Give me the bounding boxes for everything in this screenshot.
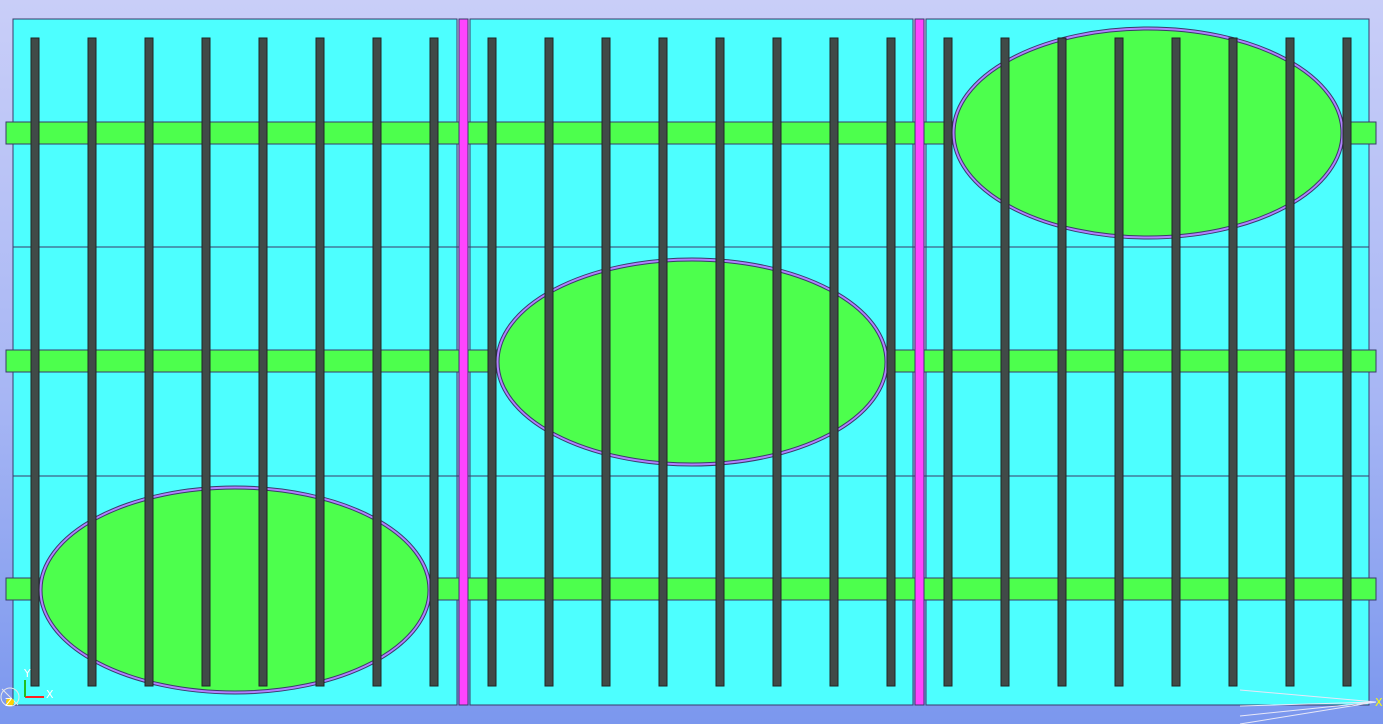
vertical-bar[interactable] <box>1342 37 1352 687</box>
vertical-bar[interactable] <box>943 37 953 687</box>
vertical-bar[interactable] <box>715 37 725 687</box>
bar-group <box>30 37 1352 687</box>
ellipse-patch-bottom-left-fill <box>41 488 429 692</box>
vertical-bar[interactable] <box>1285 37 1295 687</box>
axis-x-label: X <box>46 688 54 701</box>
vertical-bar[interactable] <box>1000 37 1010 687</box>
vertical-bar[interactable] <box>315 37 325 687</box>
axis-triad-right: X <box>1239 689 1383 724</box>
axis-y-label: Y <box>23 667 31 680</box>
vertical-bar[interactable] <box>886 37 896 687</box>
view-x-label: X <box>1375 696 1383 709</box>
vertical-bar[interactable] <box>144 37 154 687</box>
vertical-bar[interactable] <box>487 37 497 687</box>
ellipse-group <box>38 26 1345 695</box>
vertical-bar[interactable] <box>201 37 211 687</box>
frame-group <box>458 18 925 706</box>
vertical-bar[interactable] <box>87 37 97 687</box>
frame-left[interactable] <box>458 18 469 706</box>
vertical-bar[interactable] <box>429 37 439 687</box>
ellipse-patch-top-right-fill <box>954 29 1342 237</box>
frame-right[interactable] <box>914 18 925 706</box>
vertical-bar[interactable] <box>372 37 382 687</box>
ellipse-patch-center-fill <box>498 260 886 464</box>
vertical-bar[interactable] <box>1057 37 1067 687</box>
vertical-bar[interactable] <box>1228 37 1238 687</box>
axis-triad-left: X Y Z <box>0 667 54 709</box>
vertical-bar[interactable] <box>772 37 782 687</box>
vertical-bar[interactable] <box>258 37 268 687</box>
view-cone-icon <box>1239 689 1377 724</box>
vertical-bar[interactable] <box>1114 37 1124 687</box>
coordinate-axes-icon <box>0 680 44 707</box>
vertical-bar[interactable] <box>658 37 668 687</box>
vertical-bar[interactable] <box>544 37 554 687</box>
vertical-bar[interactable] <box>1171 37 1181 687</box>
axis-z-label: Z <box>5 696 13 709</box>
vertical-bar[interactable] <box>30 37 40 687</box>
vertical-bar[interactable] <box>829 37 839 687</box>
vertical-bar[interactable] <box>601 37 611 687</box>
